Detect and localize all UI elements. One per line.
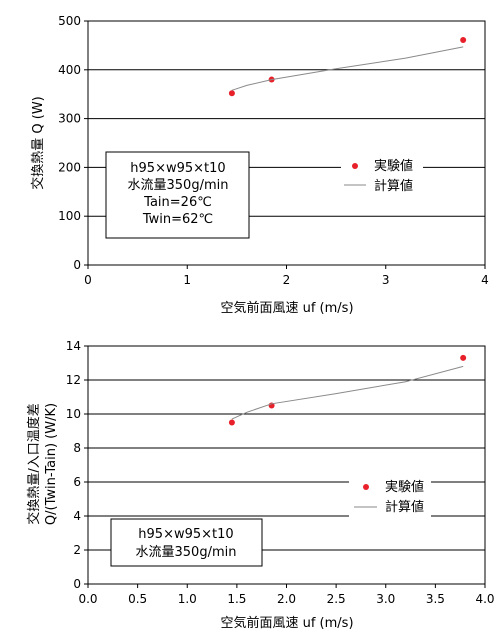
chart-1-y-ticks: 0 100 200 300 400 500 xyxy=(58,14,88,272)
chart-2-measured-point xyxy=(460,354,467,361)
chart-2-series xyxy=(228,354,467,426)
chart-2-x-tick-label: 2.0 xyxy=(277,592,296,606)
chart-2-x-tick-label: 3.5 xyxy=(426,592,445,606)
chart-1-annotation-line-2: 水流量350g/min xyxy=(128,178,229,193)
chart-2-x-tick-label: 0.5 xyxy=(128,592,147,606)
chart-2-calculated-line xyxy=(231,365,464,420)
chart-1-legend-label-measured: 実験値 xyxy=(374,158,413,174)
chart-2-x-tick-label: 0.0 xyxy=(78,592,97,606)
chart-1-x-tick-label: 1 xyxy=(183,273,191,287)
chart-2-legend-label-calculated: 計算値 xyxy=(385,499,424,515)
chart-2-y-tick-label: 14 xyxy=(66,339,81,353)
chart-1-measured-point xyxy=(460,37,467,44)
chart-2-y-tick-label: 2 xyxy=(73,543,81,557)
chart-1-annotation-line-4: Twin=62℃ xyxy=(142,212,213,227)
chart-1-measured-point xyxy=(228,90,235,97)
chart-1-x-axis-label: 空気前面風速 uf (m/s) xyxy=(220,300,353,316)
chart-2-annotation-box: h95×w95×t10 水流量350g/min xyxy=(110,518,263,567)
chart-1-annotation-line-3: Tain=26℃ xyxy=(143,195,212,210)
chart-1-y-tick-label: 400 xyxy=(58,63,81,77)
chart-2-y-ticks: 0 2 4 6 8 10 12 14 xyxy=(66,339,88,591)
chart-1-y-axis-label: 交換熱量 Q (W) xyxy=(30,96,46,190)
chart-2-x-axis-label: 空気前面風速 uf (m/s) xyxy=(220,615,353,631)
chart-2-x-tick-label: 1.5 xyxy=(227,592,246,606)
chart-1-annotation-box: h95×w95×t10 水流量350g/min Tain=26℃ Twin=62… xyxy=(105,151,250,239)
chart-1-x-tick-label: 0 xyxy=(84,273,92,287)
chart-2-y-tick-label: 6 xyxy=(73,475,81,489)
chart-1-y-tick-label: 0 xyxy=(73,258,81,272)
chart-2-legend-label-measured: 実験値 xyxy=(385,479,424,495)
chart-2-x-tick-label: 1.0 xyxy=(178,592,197,606)
chart-2-x-tick-label: 2.5 xyxy=(327,592,346,606)
chart-1-x-ticks: 0 1 2 3 4 xyxy=(84,265,489,287)
chart-2-y-tick-label: 10 xyxy=(66,407,81,421)
chart-2-y-axis-label-line-1: 交換熱量/入口温度差 xyxy=(26,403,42,524)
chart-1-heat-exchange: 0 100 200 300 400 500 0 1 2 3 4 空気前面風速 uf (m/s) 交… xyxy=(30,14,489,316)
chart-1-y-tick-label: 300 xyxy=(58,112,81,126)
chart-2-y-tick-label: 12 xyxy=(66,373,81,387)
chart-2-y-tick-label: 8 xyxy=(73,441,81,455)
chart-1-y-tick-label: 100 xyxy=(58,209,81,223)
chart-2-y-tick-label: 4 xyxy=(73,509,81,523)
chart-1-x-tick-label: 4 xyxy=(481,273,489,287)
chart-2-annotation-line-1: h95×w95×t10 xyxy=(138,527,233,542)
chart-2-x-tick-label: 3.0 xyxy=(376,592,395,606)
chart-2-x-ticks: 0.0 0.5 1.0 1.5 2.0 2.5 3.0 3.5 4.0 xyxy=(78,584,495,606)
chart-1-x-tick-label: 2 xyxy=(283,273,291,287)
chart-2-legend-marker-measured xyxy=(363,484,369,490)
chart-1-x-tick-label: 3 xyxy=(382,273,390,287)
chart-1-legend-marker-measured xyxy=(352,163,358,169)
chart-2-y-axis-label-line-2: Q/(Twin-Tain) (W/K) xyxy=(44,403,59,525)
chart-1-calculated-line xyxy=(231,46,464,91)
chart-1-legend-label-calculated: 計算値 xyxy=(374,178,413,194)
chart-1-series xyxy=(228,37,467,97)
chart-2-annotation-line-2: 水流量350g/min xyxy=(136,545,237,560)
chart-2-y-tick-label: 0 xyxy=(73,577,81,591)
chart-1-legend: 実験値 計算値 xyxy=(341,155,423,197)
chart-1-annotation-line-1: h95×w95×t10 xyxy=(130,161,225,176)
chart-1-y-tick-label: 200 xyxy=(58,160,81,174)
chart-2-legend: 実験値 計算値 xyxy=(349,477,431,519)
chart-2-measured-point xyxy=(228,419,235,426)
chart-2-x-tick-label: 4.0 xyxy=(475,592,494,606)
chart-1-y-tick-label: 500 xyxy=(58,14,81,28)
